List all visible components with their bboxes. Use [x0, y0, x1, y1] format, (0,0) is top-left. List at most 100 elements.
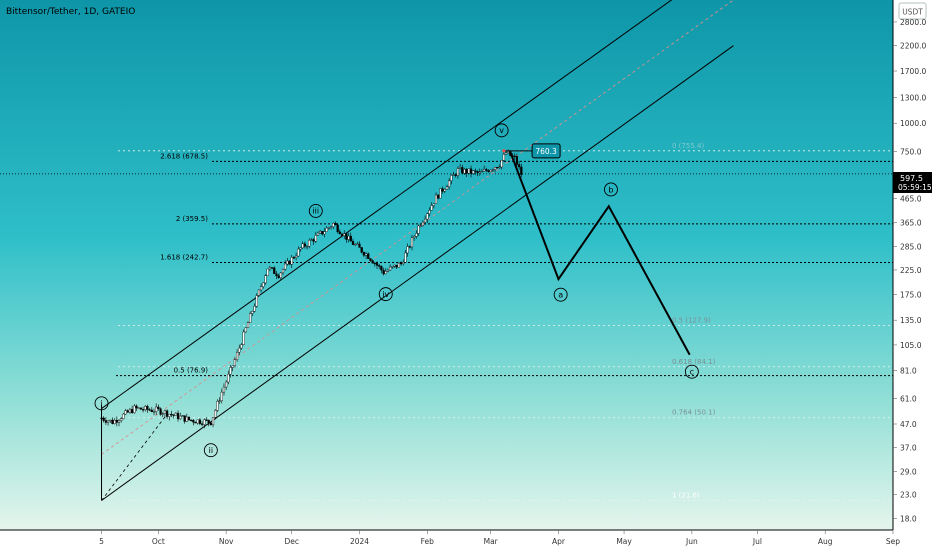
candle-body — [218, 400, 221, 402]
bar-countdown: 05:59:15 — [898, 183, 932, 192]
candle-body — [172, 414, 175, 416]
y-tick-label: 225.0 — [900, 266, 922, 275]
candle-body — [222, 386, 226, 393]
last-price-tag — [893, 172, 932, 193]
candle-body — [395, 264, 398, 268]
candle-body — [424, 218, 427, 223]
candle-body — [205, 419, 208, 421]
candle-body — [369, 258, 372, 261]
candle-body — [463, 168, 466, 174]
candle-body — [406, 246, 409, 254]
candle-body — [159, 408, 162, 415]
y-tick-label: 37.0 — [900, 444, 917, 453]
x-tick-label: 2024 — [350, 537, 369, 546]
candle-body — [347, 235, 350, 240]
candle-body — [323, 231, 326, 235]
wave-label: c — [690, 367, 694, 376]
high-marker-dot — [502, 149, 506, 153]
candle-body — [491, 169, 494, 171]
candle-body — [389, 266, 392, 271]
candle-body — [426, 213, 429, 220]
wave-label: iv — [382, 290, 389, 299]
x-tick-label: Mar — [484, 537, 499, 546]
candle-body — [373, 262, 376, 265]
candle-body — [362, 252, 365, 256]
x-tick-label: 5 — [99, 537, 104, 546]
candle-body — [155, 406, 158, 412]
y-tick-label: 61.0 — [900, 394, 917, 403]
candle-body — [253, 306, 256, 312]
channel-line — [101, 45, 734, 501]
candle-body — [225, 381, 228, 388]
y-tick-label: 47.0 — [900, 420, 917, 429]
candle-body — [515, 156, 519, 165]
candle-body — [229, 367, 232, 375]
candle-body — [441, 188, 444, 192]
wave-label: a — [558, 290, 563, 299]
candle-body — [194, 421, 197, 424]
candle-body — [340, 233, 344, 236]
candle-body — [181, 415, 184, 417]
candle-body — [332, 223, 335, 227]
candle-body — [120, 418, 123, 421]
retrace-leg — [101, 413, 168, 501]
fib-level-label: 0.618 (84.1) — [672, 358, 716, 366]
candle-body — [312, 239, 315, 242]
candle-body — [231, 365, 234, 368]
fib-level-label: 1 (21.6) — [672, 491, 700, 499]
candle-body — [150, 409, 153, 412]
candle-body — [286, 260, 289, 265]
candle-body — [301, 243, 304, 249]
wave-projection-path — [509, 151, 691, 356]
candle-body — [284, 263, 287, 270]
candle-body — [428, 209, 431, 214]
candle-body — [367, 253, 370, 259]
y-tick-label: 81.0 — [900, 366, 917, 375]
candle-body — [450, 175, 453, 181]
x-tick-label: Apr — [552, 537, 566, 546]
fib-level-label: 2 (359.5) — [176, 215, 208, 223]
candle-body — [109, 419, 112, 422]
candle-body — [174, 412, 177, 416]
candle-body — [124, 410, 127, 415]
candle-body — [128, 409, 132, 413]
y-tick-label: 285.0 — [900, 243, 922, 252]
y-tick-label: 365.0 — [900, 218, 922, 227]
candle-body — [264, 275, 267, 284]
x-tick-label: Nov — [219, 537, 234, 546]
candle-body — [305, 246, 309, 248]
candle-body — [111, 419, 114, 424]
candle-body — [345, 233, 348, 240]
candle-body — [360, 247, 363, 253]
time-axis[interactable]: 5 Oct Nov Dec 2024 Feb Mar Apr May Jun Jul Aug Sep — [99, 530, 900, 546]
candle-body — [485, 169, 488, 171]
candle-body — [203, 419, 206, 425]
candle-body — [235, 351, 239, 360]
candle-body — [290, 257, 293, 265]
candle-body — [183, 415, 186, 422]
candle-body — [461, 167, 464, 174]
y-tick-label: 2200.0 — [900, 42, 926, 51]
currency-badge[interactable] — [898, 2, 927, 20]
wave-label-circle — [494, 123, 509, 138]
currency-badge-label: USDT — [902, 8, 923, 17]
candle-body — [190, 419, 193, 421]
candle-body — [115, 419, 118, 423]
high-price-flag-label: 760.3 — [535, 147, 557, 156]
candle-body — [321, 231, 324, 235]
y-tick-label: 135.0 — [900, 316, 922, 325]
candle-body — [316, 232, 320, 236]
candle-body — [319, 231, 322, 234]
fib-level-label: 1.618 (242.7) — [160, 254, 208, 262]
price-axis[interactable]: 18.0 23.0 29.0 37.0 47.0 61.0 81.0 105.0 135.0 17… — [893, 18, 926, 523]
candle-body — [507, 151, 510, 154]
plot-background — [0, 0, 893, 530]
candle-body — [413, 236, 416, 238]
candle-body — [356, 243, 359, 245]
candle-body — [308, 240, 311, 247]
candle-body — [430, 205, 433, 211]
candle-body — [207, 419, 210, 423]
y-tick-label: 29.0 — [900, 467, 917, 476]
candle-body — [498, 166, 501, 168]
